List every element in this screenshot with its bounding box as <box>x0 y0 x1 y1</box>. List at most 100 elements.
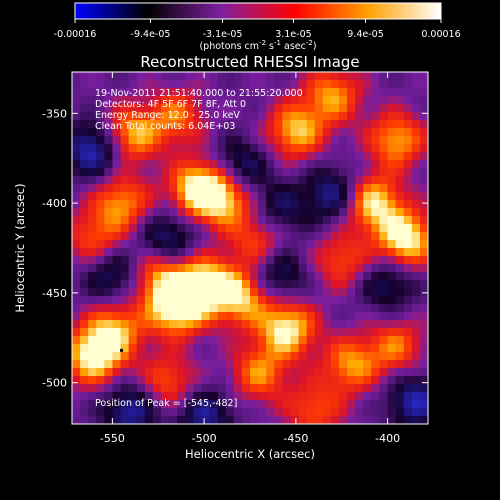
heatmap-cell <box>233 320 243 329</box>
heatmap-cell <box>225 184 235 193</box>
heatmap-cell <box>395 144 405 153</box>
heatmap-cell <box>88 168 97 177</box>
heatmap-cell <box>225 328 235 337</box>
heatmap-cell <box>225 120 235 129</box>
heatmap-cell <box>258 112 267 121</box>
heatmap-cell <box>363 216 372 225</box>
heatmap-cell <box>136 392 146 401</box>
heatmap-cell <box>298 136 308 145</box>
heatmap-cell <box>258 384 267 393</box>
heatmap-cell <box>112 176 122 185</box>
heatmap-cell <box>233 72 243 81</box>
heatmap-cell <box>274 184 283 193</box>
heatmap-cell <box>387 248 397 257</box>
heatmap-cell <box>233 128 243 137</box>
heatmap-cell <box>161 80 170 89</box>
heatmap-cell <box>217 416 227 424</box>
heatmap-cell <box>201 168 211 177</box>
heatmap-cell <box>330 80 340 89</box>
heatmap-cell <box>96 360 105 369</box>
heatmap-cell <box>274 264 283 273</box>
heatmap-cell <box>112 80 122 89</box>
heatmap-cell <box>258 240 267 249</box>
heatmap-cell <box>217 80 227 89</box>
heatmap-cell <box>419 320 428 329</box>
heatmap-cell <box>112 376 122 385</box>
heatmap-cell <box>258 200 267 209</box>
heatmap-cell <box>250 88 259 97</box>
heatmap-cell <box>258 224 267 233</box>
heatmap-cell <box>314 296 324 305</box>
heatmap-cell <box>347 96 356 105</box>
heatmap-cell <box>209 128 219 137</box>
heatmap-cell <box>177 128 186 137</box>
heatmap-cell <box>209 112 219 121</box>
heatmap-cell <box>419 80 428 89</box>
heatmap-cell <box>241 312 251 321</box>
heatmap-cell <box>161 288 170 297</box>
heatmap-cell <box>201 328 211 337</box>
heatmap-cell <box>387 208 397 217</box>
heatmap-cell <box>209 184 219 193</box>
heatmap-cell <box>80 120 89 129</box>
heatmap-cell <box>282 88 292 97</box>
heatmap-cell <box>177 152 186 161</box>
heatmap-cell <box>120 272 130 281</box>
heatmap-cell <box>128 400 138 409</box>
heatmap-cell <box>120 152 130 161</box>
heatmap-cell <box>112 168 122 177</box>
heatmap-cell <box>225 80 235 89</box>
heatmap-cell <box>347 80 356 89</box>
heatmap-cell <box>274 104 283 113</box>
heatmap-cell <box>355 368 364 377</box>
heatmap-cell <box>395 192 405 201</box>
heatmap-cell <box>128 104 138 113</box>
heatmap-cell <box>258 216 267 225</box>
heatmap-cell <box>209 72 219 81</box>
heatmap-cell <box>144 208 154 217</box>
heatmap-cell <box>185 256 194 265</box>
heatmap-cell <box>274 192 283 201</box>
heatmap-cell <box>169 168 178 177</box>
heatmap-cell <box>177 384 186 393</box>
heatmap-cell <box>120 104 130 113</box>
heatmap-cell <box>169 264 178 273</box>
heatmap-cell <box>306 144 316 153</box>
heatmap-cell <box>104 208 114 217</box>
heatmap-cell <box>266 152 275 161</box>
heatmap-cell <box>177 72 186 81</box>
heatmap-cell <box>330 168 340 177</box>
heatmap-cell <box>306 280 316 289</box>
heatmap-cell <box>241 152 251 161</box>
heatmap-cell <box>347 312 356 321</box>
heatmap-cell <box>266 264 275 273</box>
heatmap-cell <box>80 400 89 409</box>
heatmap-cell <box>298 192 308 201</box>
heatmap-cell <box>144 344 154 353</box>
heatmap-cell <box>96 408 105 417</box>
heatmap-cell <box>72 416 81 424</box>
heatmap-cell <box>169 280 178 289</box>
heatmap-cell <box>217 272 227 281</box>
heatmap-cell <box>395 256 405 265</box>
heatmap-cell <box>322 320 332 329</box>
heatmap-cell <box>201 88 211 97</box>
heatmap-cell <box>233 272 243 281</box>
heatmap-cell <box>225 96 235 105</box>
heatmap-cell <box>88 336 97 345</box>
heatmap-cell <box>193 408 203 417</box>
heatmap-cell <box>136 264 146 273</box>
heatmap-cell <box>112 136 122 145</box>
heatmap-cell <box>298 408 308 417</box>
heatmap-cell <box>104 168 114 177</box>
heatmap-cell <box>128 336 138 345</box>
heatmap-cell <box>112 312 122 321</box>
heatmap-cell <box>419 408 428 417</box>
heatmap-cell <box>379 400 389 409</box>
heatmap-cell <box>258 288 267 297</box>
heatmap-cell <box>241 296 251 305</box>
heatmap-cell <box>250 360 259 369</box>
heatmap-cell <box>169 120 178 129</box>
heatmap-cell <box>330 360 340 369</box>
heatmap-cell <box>347 360 356 369</box>
